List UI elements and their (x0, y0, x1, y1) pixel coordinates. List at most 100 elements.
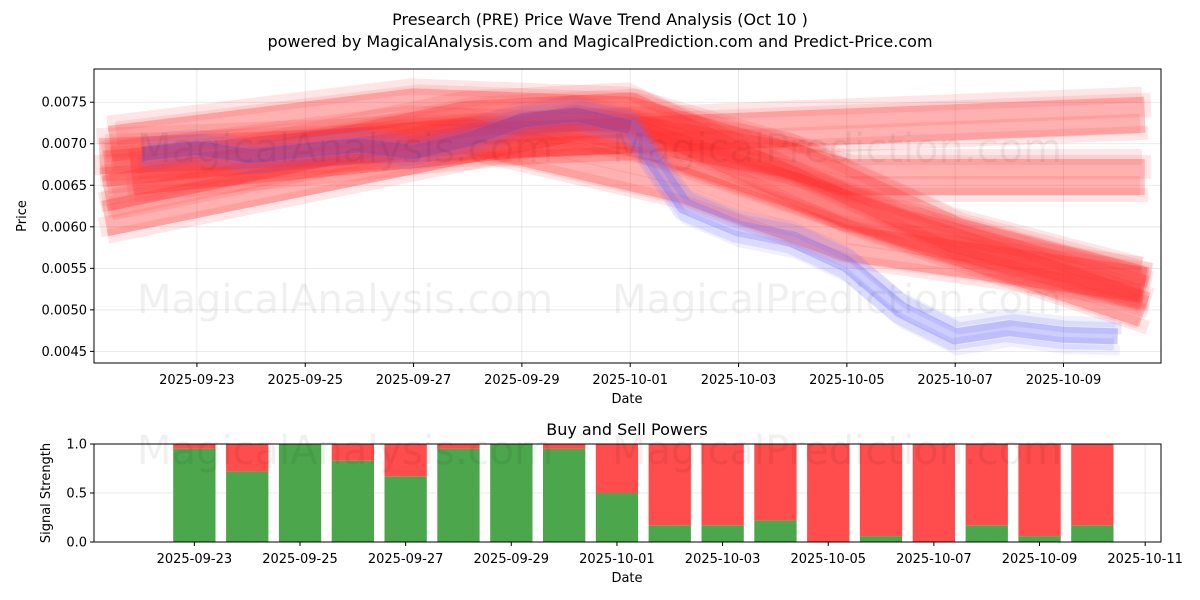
signal-y-tick-label: 1.0 (66, 438, 87, 453)
wave-trend-band (125, 134, 1143, 312)
sell-bar (912, 444, 955, 542)
buy-bar (278, 444, 322, 542)
wave-trend-band (98, 134, 1142, 304)
watermark-analysis: MagicalAnalysis.com (137, 126, 553, 172)
signal-x-tick-label: 2025-09-29 (474, 552, 550, 567)
signal-x-tick-label: 2025-10-03 (685, 552, 761, 567)
actual-price-band (144, 123, 1120, 356)
price-y-tick-label: 0.0060 (42, 220, 88, 235)
sell-bar (807, 444, 850, 542)
price-y-tick-label: 0.0045 (42, 345, 88, 360)
price-y-tick-label: 0.0055 (42, 262, 88, 277)
price-x-tick-label: 2025-09-23 (159, 373, 235, 388)
buy-bar (754, 520, 797, 542)
watermark-analysis: MagicalAnalysis.com (137, 428, 553, 474)
buy-bar (595, 493, 639, 542)
wave-trend-band (101, 107, 1143, 273)
price-y-tick-label: 0.0075 (42, 96, 88, 111)
sell-bar (173, 444, 216, 449)
signal-y-tick-label: 0.5 (66, 487, 87, 502)
sell-bar (648, 444, 691, 526)
wave-trend-band (100, 82, 1145, 298)
price-panel: MagicalAnalysis.com MagicalPrediction.co… (15, 68, 1162, 407)
buy-bar (490, 444, 533, 542)
buy-bar (1018, 536, 1061, 542)
price-y-axis-label: Price (15, 200, 30, 232)
price-plot-area (94, 78, 1155, 356)
buy-bar (859, 536, 903, 542)
sell-bar (437, 444, 480, 449)
wave-trend-band (96, 86, 1143, 145)
price-x-axis-label: Date (611, 392, 642, 407)
signal-bars (173, 444, 1114, 542)
buy-bar (437, 448, 480, 542)
price-x-tick-label: 2025-09-27 (376, 373, 452, 388)
buy-bar (1071, 525, 1114, 542)
sell-bar (1071, 444, 1114, 526)
wave-trend-band (134, 146, 1150, 318)
wave-trend-band (128, 107, 1144, 281)
signal-x-tick-label: 2025-10-05 (790, 552, 866, 567)
actual-price-band (138, 116, 1114, 351)
price-y-tick-label: 0.0065 (42, 179, 88, 194)
watermark-analysis: MagicalAnalysis.com (137, 277, 553, 323)
signal-x-tick-label: 2025-10-11 (1107, 552, 1183, 567)
buy-bar (331, 460, 374, 542)
buy-bar (701, 525, 744, 542)
signal-x-axis: 2025-09-23 2025-09-25 2025-09-27 2025-09-29… (157, 542, 1183, 567)
sell-bar (595, 444, 639, 493)
price-x-tick-label: 2025-09-25 (267, 373, 343, 388)
sell-bar (965, 444, 1008, 526)
sell-bar (859, 444, 903, 537)
wave-trend-band (114, 84, 1151, 179)
chart-title: Presearch (PRE) Price Wave Trend Analysi… (392, 10, 808, 29)
price-x-tick-label: 2025-10-07 (917, 373, 993, 388)
buy-bar (173, 448, 216, 542)
wave-trend-band (104, 92, 1152, 159)
signal-x-tick-label: 2025-10-01 (579, 552, 655, 567)
actual-price-band (146, 100, 1122, 335)
signal-y-axis-label: Signal Strength (39, 443, 54, 543)
wave-trend-band (109, 113, 1153, 287)
wave-trend-band (106, 78, 1142, 165)
sell-bar (226, 444, 269, 472)
price-y-tick-label: 0.0050 (42, 303, 88, 318)
signal-chart-title: Buy and Sell Powers (546, 420, 708, 439)
price-gridlines (94, 69, 1161, 363)
wave-trend-band (97, 109, 1143, 329)
actual-price-band (141, 106, 1118, 345)
price-x-tick-label: 2025-10-01 (592, 373, 668, 388)
sell-bar (331, 444, 374, 461)
wave-trend-band (101, 92, 1151, 327)
wave-trend-band (94, 113, 1141, 176)
signal-panel: Buy and Sell Powers MagicalAnalysis.com … (39, 420, 1183, 586)
sell-bar (1018, 444, 1061, 537)
signal-y-tick-label: 0.0 (66, 536, 87, 551)
price-x-tick-label: 2025-10-09 (1026, 373, 1102, 388)
wave-trend-band (108, 88, 1145, 195)
actual-price-band (140, 95, 1116, 328)
sell-bar (543, 444, 586, 449)
signal-x-tick-label: 2025-09-23 (157, 552, 233, 567)
buy-bar (226, 471, 269, 542)
price-y-tick-label: 0.0070 (42, 137, 88, 152)
price-x-axis: 2025-09-23 2025-09-25 2025-09-27 2025-09-29… (159, 363, 1101, 388)
sell-bar (754, 444, 797, 521)
wave-trend-band (97, 122, 1143, 304)
signal-x-tick-label: 2025-09-27 (368, 552, 444, 567)
wave-trend-band (100, 95, 1144, 273)
wave-trend-band (106, 134, 1150, 310)
sell-bar (701, 444, 744, 526)
signal-x-tick-label: 2025-10-07 (896, 552, 972, 567)
sell-bar (384, 444, 427, 477)
wave-trend-band (106, 121, 1151, 335)
signal-x-tick-label: 2025-10-09 (1002, 552, 1078, 567)
price-x-tick-label: 2025-10-05 (809, 373, 885, 388)
wave-trend-band (103, 105, 1140, 196)
wave-trend-band (103, 117, 1148, 303)
wave-trend-band (136, 113, 1154, 295)
buy-bar (648, 525, 691, 542)
signal-x-axis-label: Date (611, 571, 642, 586)
buy-bar (965, 525, 1008, 542)
